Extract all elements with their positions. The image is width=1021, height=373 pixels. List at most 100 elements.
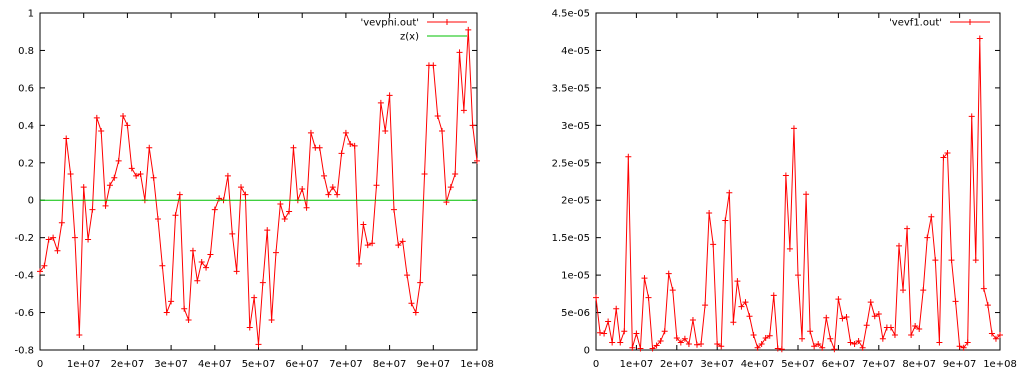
data-point [609,339,616,346]
data-point [778,346,785,353]
data-point [89,206,96,213]
data-point [154,215,161,222]
data-point [940,154,947,161]
x-tick-label: 0 [37,359,43,370]
data-point [259,279,266,286]
data-point [702,302,709,309]
x-tick-label: 1e+07 [620,359,654,370]
data-point [168,298,175,305]
data-point [386,92,393,99]
x-tick-label: 1e+08 [460,359,494,370]
data-point [803,191,810,198]
data-point [303,204,310,211]
y-tick-label: 0 [584,346,590,357]
x-tick-label: 7e+07 [329,359,363,370]
data-point [41,262,48,269]
data-point [207,251,214,258]
data-point [997,332,1003,339]
y-tick-label: 5e-06 [561,308,590,319]
data-point [469,122,476,129]
data-point [786,245,793,252]
legend-marker [444,19,450,25]
data-point [111,174,118,181]
data-point [307,129,314,136]
data-point [657,338,664,345]
data-point [621,328,628,335]
data-point [377,99,384,106]
data-point [968,113,975,120]
y-tick-label: 0.2 [18,158,34,169]
data-point [439,127,446,134]
data-point [390,206,397,213]
plot-frame [39,12,478,351]
x-tick-label: 5e+07 [242,359,276,370]
data-point [163,309,170,316]
data-point [900,287,907,294]
data-point [67,171,74,178]
data-point [750,332,757,339]
x-tick-label: 1e+08 [983,359,1017,370]
data-point [98,127,105,134]
data-point [76,332,83,339]
data-point [698,341,705,348]
data-point [299,185,306,192]
data-point [851,341,858,348]
chart-right: 0 5e-06 1e-05 1.5e-05 2e-05 2.5e-05 3e-05 3.5e-… [552,9,1017,371]
x-tick-label: 2e+07 [660,359,694,370]
data-point [653,342,660,349]
data-point [268,317,275,324]
data-point [617,339,624,346]
data-point [823,314,830,321]
x-tick-label: 8e+07 [902,359,936,370]
data-point [815,341,822,348]
data-point [859,344,866,351]
x-tick-label: 4e+07 [741,359,775,370]
data-point [665,270,672,277]
data-point [710,241,717,248]
data-point [373,182,380,189]
data-point [124,122,131,129]
data-point [730,319,737,326]
data-point [128,165,135,172]
data-point [593,294,599,301]
data-point [63,135,70,142]
x-tick-label: 5e+07 [781,359,815,370]
data-point [408,300,415,307]
data-point [972,257,979,264]
data-point [681,335,688,342]
data-point [956,343,963,350]
y-tick-label: 1.5e-05 [552,233,590,244]
x-tick-label: 8e+07 [373,359,407,370]
data-point [246,324,253,331]
data-point [404,272,411,279]
data-point [281,215,288,222]
data-point [625,153,632,160]
data-point [412,309,419,316]
data-point [474,157,480,164]
data-point [799,335,806,342]
data-point [855,338,862,345]
data-point [224,172,231,179]
data-point [790,125,797,132]
y-tick-label: 0 [28,196,34,207]
data-point [912,323,919,330]
data-point [194,277,201,284]
data-point [948,257,955,264]
data-point [843,314,850,321]
data-point [746,313,753,320]
data-point [827,335,834,342]
data-point [277,200,284,207]
data-point [645,294,652,301]
data-point [835,296,842,303]
data-point [137,171,144,178]
data-point [673,335,680,342]
data-point [613,305,620,312]
data-point [689,317,696,324]
data-point [685,341,692,348]
legend-label: 'vevf1.out' [889,18,942,29]
data-point [601,330,608,337]
data-point [85,236,92,243]
data-point [364,242,371,249]
data-point [198,259,205,266]
x-tick-label: 3e+07 [700,359,734,370]
